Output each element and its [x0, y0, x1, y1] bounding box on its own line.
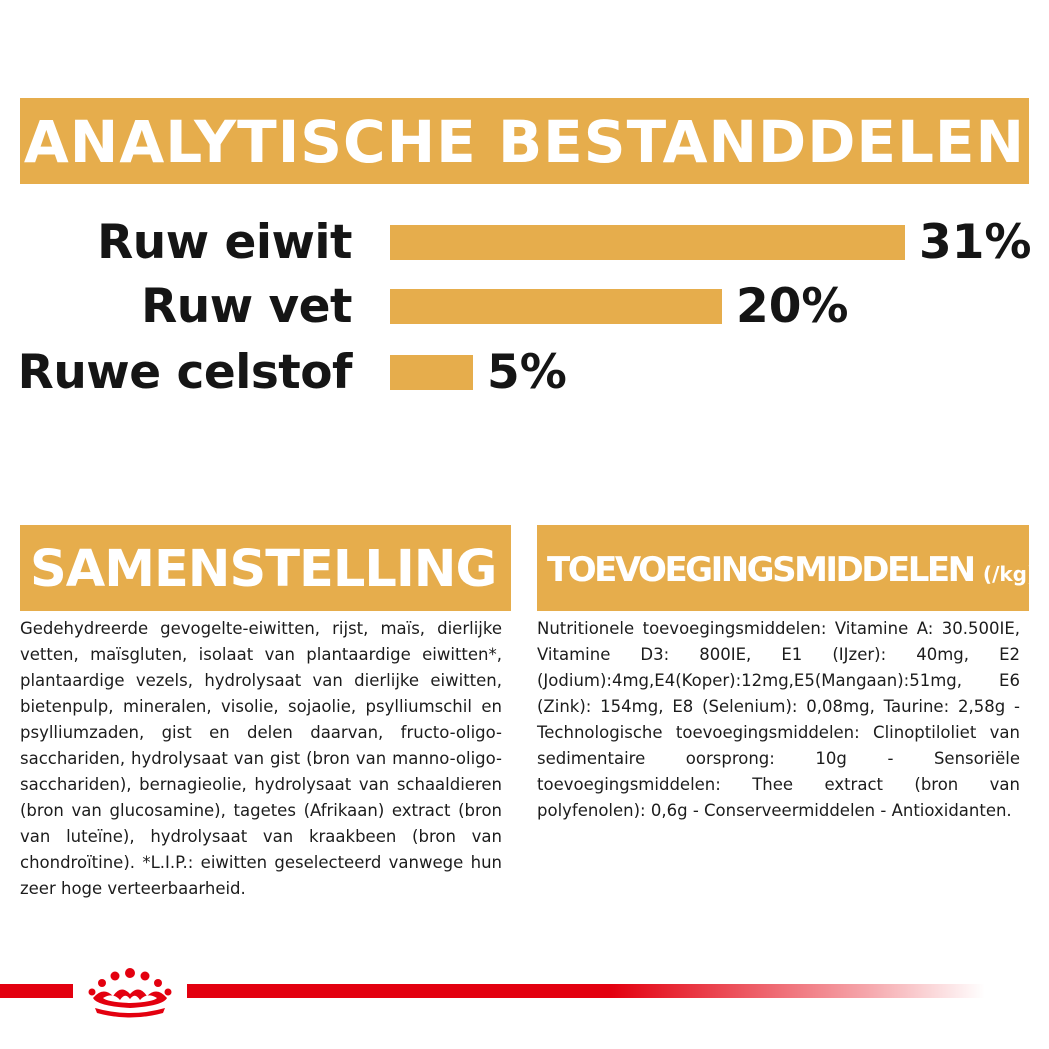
composition-title: SAMENSTELLING	[30, 540, 497, 599]
composition-header: SAMENSTELLING	[20, 525, 511, 611]
brand-footer-line	[0, 984, 985, 998]
analysis-bar	[390, 225, 905, 260]
analysis-bar	[390, 355, 473, 390]
analysis-value: 31%	[919, 215, 1032, 270]
analysis-value: 20%	[736, 279, 849, 334]
analysis-label: Ruwe celstof	[17, 345, 353, 400]
analysis-label: Ruw vet	[141, 279, 352, 334]
analysis-banner: ANALYTISCHE BESTANDDELEN	[20, 98, 1029, 184]
analysis-label: Ruw eiwit	[97, 215, 352, 270]
additives-title: TOEVOEGINGSMIDDELEN	[547, 550, 976, 590]
analysis-title: ANALYTISCHE BESTANDDELEN	[23, 108, 1026, 176]
crown-svg	[88, 968, 172, 1018]
analysis-value: 5%	[487, 345, 567, 400]
additives-header: TOEVOEGINGSMIDDELEN (/kg)	[537, 525, 1029, 611]
royal-canin-crown-icon	[73, 962, 187, 1022]
analysis-bar	[390, 289, 722, 324]
analysis-row-fat: Ruw vet 20%	[0, 277, 1049, 337]
analysis-row-protein: Ruw eiwit 31%	[0, 213, 1049, 273]
additives-title-wrap: TOEVOEGINGSMIDDELEN (/kg)	[547, 525, 1029, 611]
additives-title-suffix: (/kg)	[982, 562, 1029, 586]
composition-text: Gedehydreerde gevogelte-eiwitten, rijst,…	[20, 619, 502, 898]
analysis-row-fibre: Ruwe celstof 5%	[0, 343, 1049, 403]
additives-text: Nutritionele toevoegingsmiddelen: Vitami…	[537, 619, 1020, 820]
